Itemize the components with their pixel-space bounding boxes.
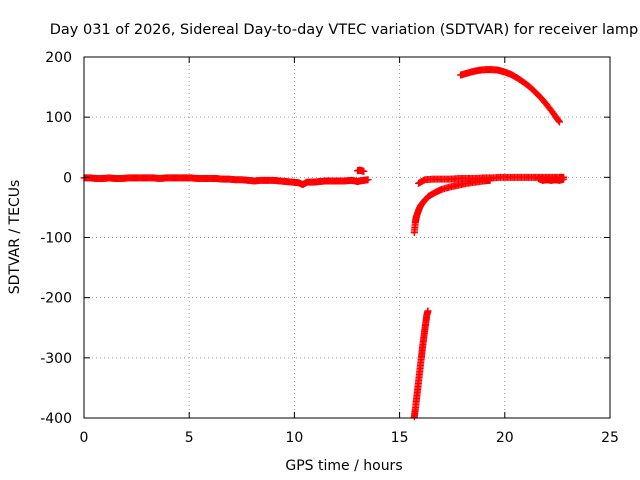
y-tick-label: -200	[40, 291, 72, 307]
x-tick-label: 20	[496, 430, 514, 446]
series-segment-6	[457, 66, 564, 126]
series-segment-4	[410, 176, 494, 237]
y-tick-label: -100	[40, 231, 72, 247]
axis-ticks: 0 5 10 15 20 25 -400 -300 -200 -100 0 100 200	[40, 50, 619, 446]
data-point	[424, 307, 432, 315]
data-point	[556, 118, 564, 126]
grid-lines	[84, 57, 610, 418]
y-tick-label: 200	[45, 50, 72, 66]
x-tick-label: 0	[80, 430, 89, 446]
chart-title: Day 031 of 2026, Sidereal Day-to-day VTE…	[50, 22, 639, 38]
x-tick-label: 10	[285, 430, 303, 446]
series-segment-3	[410, 307, 432, 421]
y-tick-label: 100	[45, 110, 72, 126]
x-axis-label: GPS time / hours	[285, 458, 402, 474]
data-point	[360, 167, 368, 175]
data-point	[560, 175, 568, 183]
series-segment-1	[80, 174, 372, 189]
y-axis-label: SDTVAR / TECUs	[7, 180, 23, 295]
data-point	[364, 176, 372, 184]
y-tick-label: 0	[63, 170, 72, 186]
y-tick-label: -400	[40, 411, 72, 427]
plot-frame	[83, 56, 611, 419]
x-tick-label: 25	[601, 430, 619, 446]
data-series	[80, 66, 568, 421]
data-point	[555, 117, 563, 125]
series-segment-2	[354, 166, 368, 175]
x-tick-label: 15	[391, 430, 409, 446]
x-tick-label: 5	[185, 430, 194, 446]
series-segment-5	[415, 173, 568, 187]
y-tick-label: -300	[40, 351, 72, 367]
